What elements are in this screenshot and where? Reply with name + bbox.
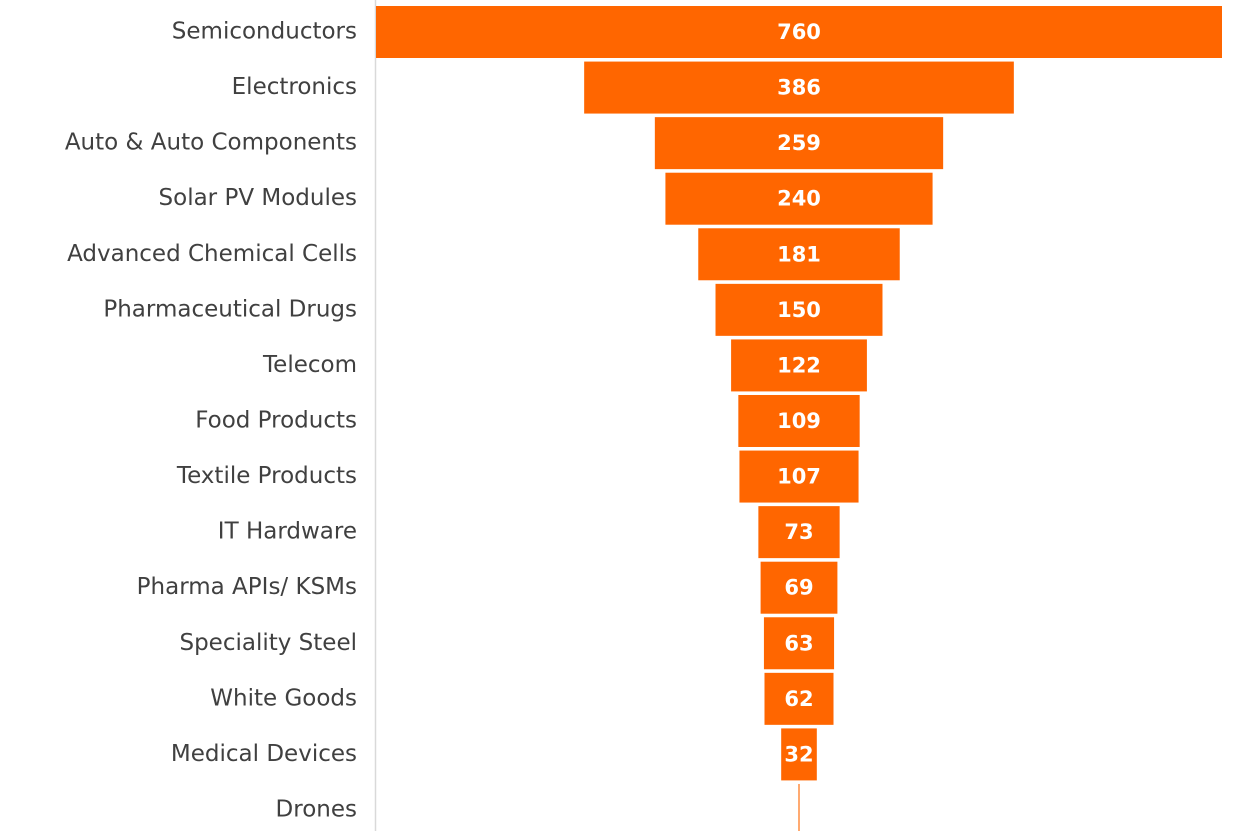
value-label: 122 [777,353,821,377]
category-label: Telecom [262,352,357,378]
value-label: 62 [784,687,813,711]
category-label: Advanced Chemical Cells [67,241,357,267]
value-label: 240 [777,187,821,211]
funnel-bar [665,172,933,225]
value-label: 69 [784,576,813,600]
funnel-bar [764,672,834,725]
value-label: 259 [777,131,821,155]
value-label: 32 [784,742,813,766]
funnel-bar [760,561,838,614]
funnel-bar [758,506,840,559]
funnel-bar [781,728,817,781]
category-label: Auto & Auto Components [65,130,357,156]
value-label: 107 [777,465,821,489]
category-label: Medical Devices [171,741,357,767]
category-label: White Goods [210,685,357,711]
category-label: Pharmaceutical Drugs [103,296,357,322]
value-label: 386 [777,76,821,100]
value-label: 109 [777,409,821,433]
value-label: 760 [777,20,821,44]
funnel-bar [376,6,1222,58]
value-label: 63 [784,631,813,655]
category-label: Food Products [195,407,357,433]
category-label: Solar PV Modules [159,185,357,211]
category-label: Textile Products [176,463,357,489]
funnel-bar [654,117,944,170]
value-label: 150 [777,298,821,322]
category-label: Speciality Steel [179,630,357,656]
category-label: Pharma APIs/ KSMs [137,574,357,600]
funnel-bar [738,394,860,447]
category-label: Electronics [232,74,357,100]
funnel-bar [584,61,1014,114]
category-label: Drones [276,796,357,822]
category-label: Semiconductors [172,19,357,45]
value-label: 73 [784,520,813,544]
value-label: 181 [777,242,821,266]
funnel-bar [739,450,859,503]
category-label: IT Hardware [218,519,357,545]
funnel-bar [715,283,883,336]
funnel-bar [698,228,900,281]
funnel-bar [798,783,800,831]
funnel-bar [763,617,835,670]
funnel-bar [731,339,867,392]
